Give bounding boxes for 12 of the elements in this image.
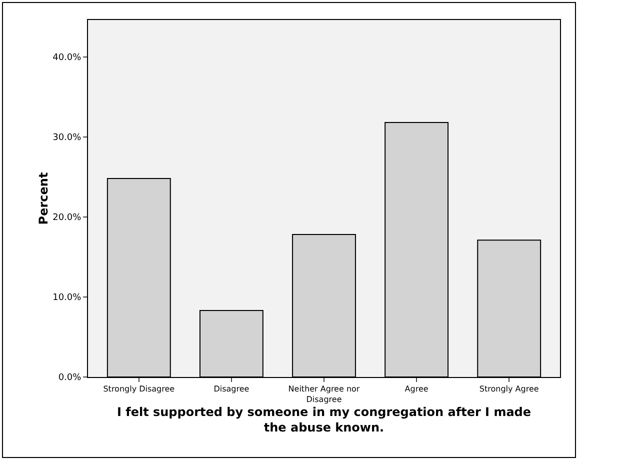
x-axis-title: I felt supported by someone in my congregation after I made the abuse known. bbox=[116, 404, 532, 434]
x-tick-label: Strongly Disagree bbox=[103, 384, 175, 394]
y-tick-label: 10.0% bbox=[52, 293, 82, 304]
y-tick-label: 30.0% bbox=[52, 133, 82, 144]
y-tick-label: 40.0% bbox=[52, 52, 82, 63]
y-tick-label: 20.0% bbox=[52, 213, 82, 224]
x-tick-label: Agree bbox=[404, 384, 428, 394]
y-tick-label: 0.0% bbox=[58, 373, 82, 384]
x-tick-label: Strongly Agree bbox=[479, 384, 539, 394]
x-tick-label: Disagree bbox=[214, 384, 250, 394]
y-axis-title: Percent bbox=[36, 172, 51, 225]
x-tick-label: Neither Agree nor Disagree bbox=[288, 384, 360, 404]
